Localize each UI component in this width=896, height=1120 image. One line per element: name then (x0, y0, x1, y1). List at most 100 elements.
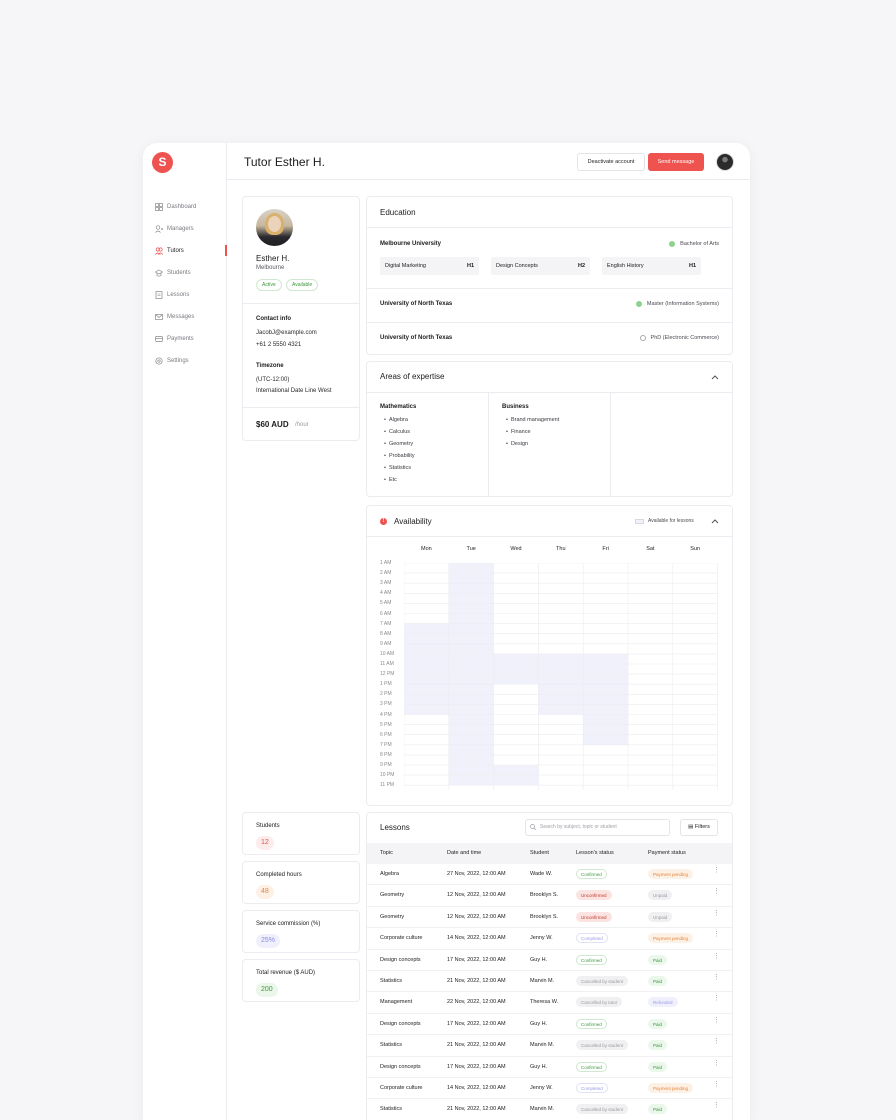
chevron-up-icon[interactable] (711, 374, 719, 380)
mail-icon (155, 314, 163, 320)
table-row[interactable]: Geometry 12 Nov, 2022, 12:00 AM Brooklyn S… (367, 885, 732, 907)
contact-email[interactable]: JacobJ@example.com (256, 330, 317, 336)
column-header[interactable]: Lesson's status (576, 850, 614, 856)
stat-card: Service commission (%) 25% (242, 910, 360, 953)
expertise-item: Finance (506, 429, 559, 441)
table-row[interactable]: Algebra 27 Nov, 2022, 12:00 AM Wade W. Conf… (367, 864, 732, 886)
divider (367, 392, 732, 393)
search-placeholder: Search by subject, topic or student (540, 824, 617, 830)
more-options-icon[interactable]: ⋮ (713, 1102, 720, 1110)
table-row[interactable]: Geometry 12 Nov, 2022, 12:00 AM Brooklyn S… (367, 907, 732, 929)
payment-status-badge: Refunded (648, 997, 678, 1008)
expertise-column: Business Brand management Finance Design (489, 392, 611, 496)
alert-icon: ! (380, 518, 387, 525)
sidebar-item-messages[interactable]: Messages (143, 306, 227, 328)
sidebar-item-label: Settings (167, 358, 189, 364)
legend-swatch (635, 519, 644, 524)
column-header[interactable]: Date and time (447, 850, 482, 856)
user-avatar[interactable] (716, 153, 734, 171)
lesson-student[interactable]: Jenny W. (530, 1085, 553, 1091)
edu-school: University of North Texas (380, 301, 453, 307)
timezone-title: Timezone (256, 363, 284, 369)
table-row[interactable]: Statistics 21 Nov, 2022, 12:00 AM Marvin M… (367, 971, 732, 993)
edu-degree: Bachelor of Arts (669, 241, 719, 247)
payment-status-badge: Paid (648, 1061, 668, 1072)
sidebar-item-lessons[interactable]: Lessons (143, 284, 227, 306)
lesson-student[interactable]: Guy H. (530, 1063, 548, 1070)
more-options-icon[interactable]: ⋮ (713, 952, 720, 960)
more-options-icon[interactable]: ⋮ (713, 1081, 720, 1088)
more-options-icon[interactable]: ⋮ (713, 909, 720, 917)
hour-label: 4 AM (380, 590, 392, 597)
lesson-date: 22 Nov, 2022, 12:00 AM (447, 999, 506, 1006)
expertise-list: Brand management Finance Design (506, 417, 559, 453)
sidebar-item-settings[interactable]: Settings (143, 350, 227, 372)
sidebar-item-label: Tutors (167, 248, 184, 254)
app-logo[interactable]: S (152, 152, 173, 173)
available-slot[interactable] (404, 623, 449, 715)
hour-label: 2 PM (380, 691, 392, 698)
table-row[interactable]: Statistics 21 Nov, 2022, 12:00 AM Marvin M… (367, 1099, 732, 1120)
hour-label: 11 PM (380, 782, 395, 789)
filters-label: Filters (694, 824, 710, 830)
more-options-icon[interactable]: ⋮ (713, 931, 720, 939)
sidebar-item-students[interactable]: Students (143, 262, 227, 284)
lesson-topic: Design concepts (380, 1020, 421, 1027)
available-slot[interactable] (583, 653, 628, 745)
chevron-up-icon[interactable] (711, 518, 719, 524)
lesson-student[interactable]: Marvin M. (530, 1042, 555, 1049)
day-label: Mon (421, 546, 432, 552)
lesson-student[interactable]: Theresa W. (530, 999, 559, 1006)
available-slot[interactable] (493, 653, 539, 685)
table-row[interactable]: Design concepts 17 Nov, 2022, 12:00 AM Guy… (367, 1014, 732, 1036)
more-options-icon[interactable]: ⋮ (713, 1059, 720, 1067)
availability-title: Availability (394, 517, 432, 526)
lesson-student[interactable]: Wade W. (530, 871, 553, 877)
more-options-icon[interactable]: ⋮ (713, 1016, 720, 1024)
lesson-date: 14 Nov, 2022, 12:00 AM (447, 1085, 506, 1091)
lesson-student[interactable]: Brooklyn S. (530, 913, 559, 920)
lesson-student[interactable]: Guy H. (530, 956, 548, 963)
tutor-photo (256, 209, 293, 246)
subject-chip: Digital Marketing H1 (380, 257, 479, 275)
sidebar-item-tutors[interactable]: Tutors (143, 240, 227, 262)
more-options-icon[interactable]: ⋮ (713, 1038, 720, 1046)
table-row[interactable]: Management 22 Nov, 2022, 12:00 AM Theresa … (367, 992, 732, 1014)
more-options-icon[interactable]: ⋮ (713, 888, 720, 896)
table-row[interactable]: Corporate culture 14 Nov, 2022, 12:00 AM J… (367, 1078, 732, 1100)
table-header: Topic Date and time Student Lesson's sta… (367, 843, 732, 864)
subject-name: Design Concepts (496, 263, 538, 269)
more-options-icon[interactable]: ⋮ (713, 995, 720, 1003)
sidebar-item-dashboard[interactable]: Dashboard (143, 196, 227, 218)
lesson-student[interactable]: Jenny W. (530, 935, 553, 942)
search-input[interactable]: Search by subject, topic or student (525, 819, 670, 836)
send-message-button[interactable]: Send message (648, 153, 704, 171)
column-header[interactable]: Payment status (648, 850, 686, 856)
contact-phone[interactable]: +61 2 5550 4321 (256, 342, 302, 348)
hour-label: 6 AM (380, 610, 392, 617)
table-row[interactable]: Design concepts 17 Nov, 2022, 12:00 AM Guy… (367, 950, 732, 971)
sidebar-item-payments[interactable]: Payments (143, 328, 227, 350)
filters-button[interactable]: ▤ Filters (680, 819, 718, 836)
column-header[interactable]: Student (530, 850, 549, 856)
sidebar-item-managers[interactable]: Managers (143, 218, 227, 240)
day-label: Fri (602, 546, 609, 552)
availability-grid[interactable] (404, 563, 718, 790)
subject-level: H1 (688, 263, 696, 269)
more-options-icon[interactable]: ⋮ (713, 867, 720, 874)
deactivate-account-button[interactable]: Deactivate account (577, 153, 645, 171)
lesson-student[interactable]: Guy H. (530, 1020, 548, 1027)
lesson-student[interactable]: Marvin M. (530, 1106, 555, 1113)
education-title: Education (380, 208, 416, 217)
more-options-icon[interactable]: ⋮ (713, 974, 720, 981)
graduation-cap-icon (155, 269, 163, 277)
expertise-item: Brand management (506, 417, 559, 429)
lesson-topic: Statistics (380, 978, 403, 984)
table-row[interactable]: Statistics 21 Nov, 2022, 12:00 AM Marvin M… (367, 1035, 732, 1057)
table-row[interactable]: Corporate culture 14 Nov, 2022, 12:00 AM J… (367, 928, 732, 950)
table-row[interactable]: Design concepts 17 Nov, 2022, 12:00 AM Guy… (367, 1057, 732, 1078)
column-header[interactable]: Topic (380, 850, 393, 856)
lesson-student[interactable]: Marvin M. (530, 978, 555, 984)
lesson-student[interactable]: Brooklyn S. (530, 892, 559, 899)
day-label: Sat (646, 546, 655, 552)
